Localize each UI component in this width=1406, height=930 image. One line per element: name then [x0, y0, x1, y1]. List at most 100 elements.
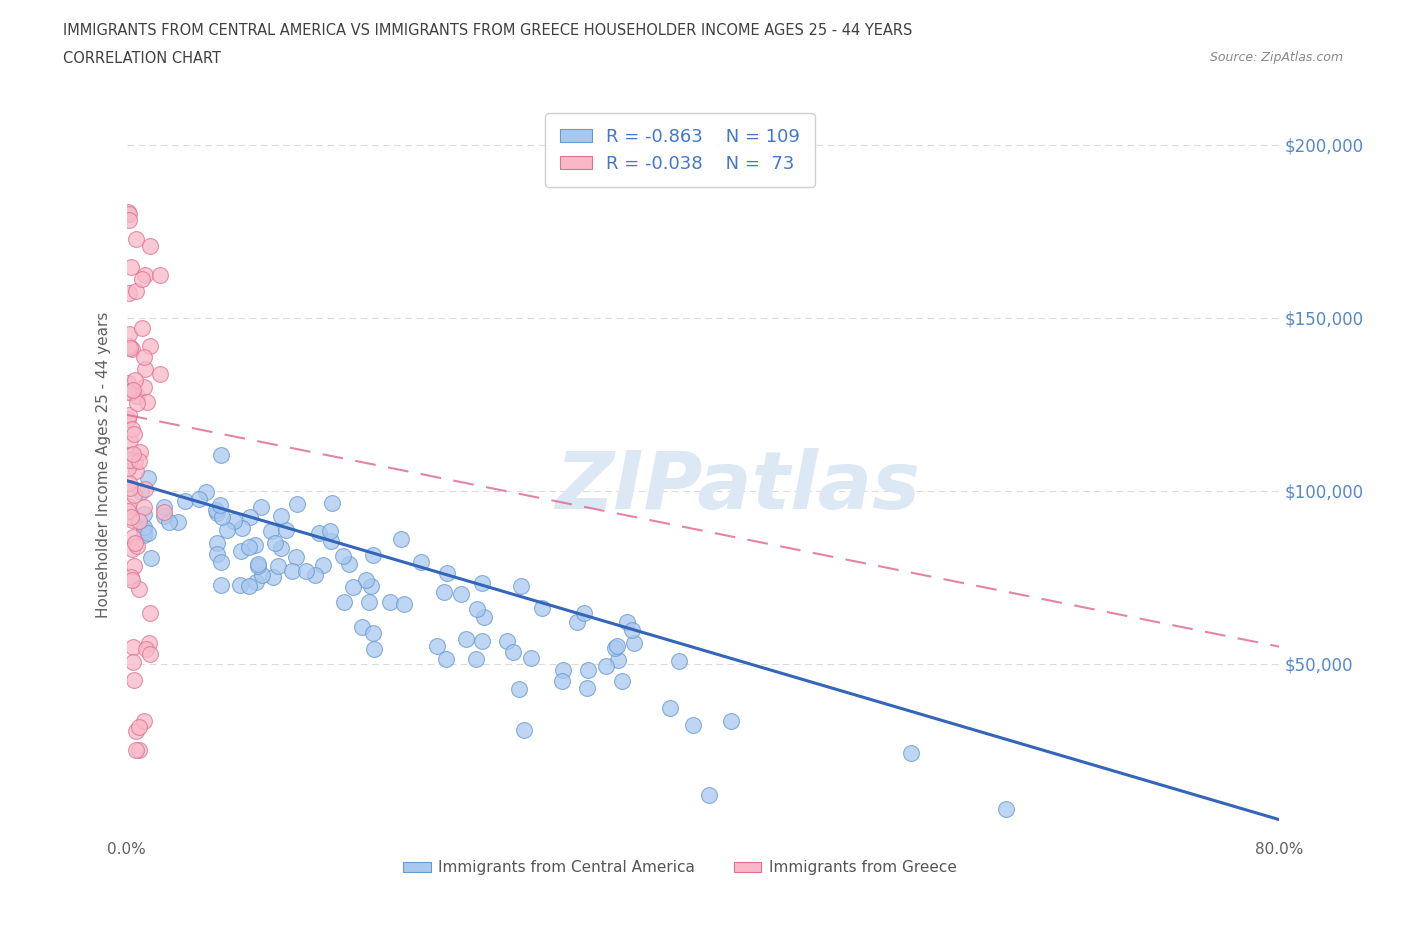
Point [465, 601, 488, 616]
Point [118, 481, 141, 496]
Point [238, 578, 260, 593]
Point [122, 654, 145, 669]
Point [574, 605, 596, 620]
Point [252, 567, 274, 582]
Point [120, 452, 142, 467]
Point [131, 320, 153, 335]
Point [502, 645, 524, 660]
Point [117, 460, 139, 475]
Point [122, 446, 145, 461]
Point [433, 584, 456, 599]
Point [117, 212, 139, 227]
Point [496, 633, 519, 648]
Point [120, 259, 142, 274]
Point [122, 558, 145, 573]
Point [361, 548, 384, 563]
Point [267, 558, 290, 573]
Point [264, 536, 287, 551]
Legend: Immigrants from Central America, Immigrants from Greece: Immigrants from Central America, Immigra… [398, 855, 963, 882]
Point [167, 514, 190, 529]
Point [472, 609, 495, 624]
Point [995, 802, 1018, 817]
Point [131, 272, 153, 286]
Text: CORRELATION CHART: CORRELATION CHART [63, 51, 221, 66]
Point [530, 601, 553, 616]
Point [117, 376, 139, 391]
Point [125, 463, 148, 478]
Point [127, 538, 149, 553]
Point [612, 673, 634, 688]
Point [138, 238, 160, 253]
Point [411, 554, 433, 569]
Point [121, 541, 143, 556]
Point [117, 385, 139, 400]
Point [125, 283, 148, 298]
Point [697, 788, 720, 803]
Point [513, 723, 536, 737]
Point [211, 510, 233, 525]
Point [426, 638, 449, 653]
Point [128, 445, 150, 459]
Point [658, 701, 681, 716]
Point [332, 549, 354, 564]
Point [270, 509, 292, 524]
Point [149, 366, 172, 381]
Point [342, 580, 364, 595]
Point [139, 551, 162, 565]
Point [136, 394, 159, 409]
Point [205, 502, 228, 517]
Point [281, 564, 304, 578]
Point [124, 743, 146, 758]
Point [229, 578, 252, 593]
Point [391, 531, 413, 546]
Point [117, 204, 139, 219]
Point [122, 427, 145, 442]
Point [205, 535, 228, 550]
Point [153, 505, 176, 520]
Point [321, 495, 343, 510]
Point [124, 536, 146, 551]
Point [174, 494, 197, 509]
Point [134, 507, 156, 522]
Point [319, 534, 342, 549]
Point [238, 539, 260, 554]
Point [152, 499, 174, 514]
Point [519, 650, 541, 665]
Point [260, 524, 283, 538]
Point [127, 389, 149, 404]
Point [118, 207, 141, 222]
Point [450, 586, 472, 601]
Point [128, 582, 150, 597]
Point [333, 595, 356, 610]
Point [357, 595, 380, 610]
Point [363, 642, 385, 657]
Point [132, 523, 155, 538]
Point [285, 497, 308, 512]
Point [134, 267, 156, 282]
Point [551, 673, 574, 688]
Point [128, 454, 150, 469]
Point [129, 485, 152, 499]
Point [239, 510, 262, 525]
Point [209, 498, 232, 512]
Point [285, 550, 308, 565]
Point [606, 639, 628, 654]
Point [354, 573, 377, 588]
Point [120, 509, 142, 524]
Point [121, 341, 143, 356]
Point [616, 615, 638, 630]
Point [134, 482, 156, 497]
Point [124, 724, 146, 738]
Point [595, 659, 617, 674]
Point [120, 447, 142, 462]
Point [124, 454, 146, 469]
Point [139, 605, 162, 620]
Text: Source: ZipAtlas.com: Source: ZipAtlas.com [1209, 51, 1343, 64]
Point [720, 713, 742, 728]
Point [243, 538, 266, 552]
Y-axis label: Householder Income Ages 25 - 44 years: Householder Income Ages 25 - 44 years [96, 312, 111, 618]
Point [122, 529, 145, 544]
Point [135, 641, 157, 656]
Point [246, 556, 269, 571]
Point [134, 713, 156, 728]
